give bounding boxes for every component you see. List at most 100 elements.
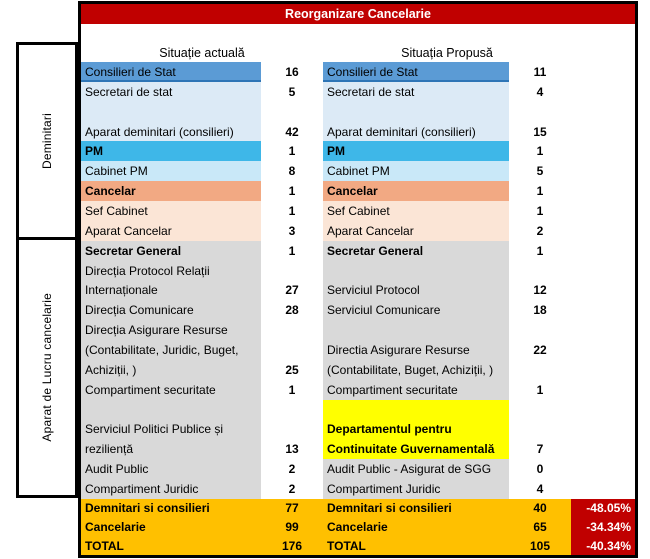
table-row: Cabinet PM 8 Cabinet PM 5 bbox=[81, 161, 635, 182]
cell-filler bbox=[571, 379, 635, 400]
cell-value-proposed: 15 bbox=[509, 121, 571, 142]
cell-value-current: 3 bbox=[261, 220, 323, 241]
summary-row: Cancelarie 99 Cancelarie 65 -34.34% bbox=[81, 517, 635, 537]
table-row: Cancelar 1 Cancelar 1 bbox=[81, 181, 635, 202]
cell-label-current: PM bbox=[81, 141, 261, 162]
cell-value-current: 1 bbox=[261, 141, 323, 162]
cell-filler bbox=[571, 280, 635, 301]
cell-value-current: 2 bbox=[261, 459, 323, 480]
cell-filler bbox=[571, 260, 635, 281]
cell-value-current: 1 bbox=[261, 181, 323, 202]
cell-label-current: Sef Cabinet bbox=[81, 201, 261, 221]
cell-filler bbox=[571, 161, 635, 182]
table-row: Direcția Protocol Relații bbox=[81, 260, 635, 281]
table-title-bar: Reorganizare Cancelarie bbox=[81, 4, 635, 24]
summary-row: TOTAL 176 TOTAL 105 -40.34% bbox=[81, 536, 635, 555]
cell-label-proposed bbox=[323, 399, 509, 420]
cell-filler bbox=[571, 419, 635, 440]
cell-value-current: 1 bbox=[261, 240, 323, 261]
table-row: Aparat deminitari (consilieri) 42 Aparat d… bbox=[81, 121, 635, 142]
cell-label-current: Cabinet PM bbox=[81, 161, 261, 182]
table-row: Aparat Cancelar 3 Aparat Cancelar 2 bbox=[81, 220, 635, 241]
cell-label-proposed: Directia Asigurare Resurse bbox=[323, 340, 509, 360]
cell-label-proposed: Continuitate Guvernamentală bbox=[323, 439, 509, 460]
sidebar-group-deminitari: Deminitari bbox=[16, 42, 78, 240]
cell-value-proposed: 4 bbox=[509, 81, 571, 102]
summary-label-current: Cancelarie bbox=[81, 517, 261, 537]
cell-label-current: Secretar General bbox=[81, 240, 261, 261]
cell-value-current bbox=[261, 101, 323, 122]
cell-label-proposed: Sef Cabinet bbox=[323, 201, 509, 221]
cell-value-proposed bbox=[509, 399, 571, 420]
reorganization-table: Reorganizare Cancelarie Situație actuală… bbox=[78, 1, 638, 558]
cell-label-current: Secretari de stat bbox=[81, 81, 261, 102]
cell-label-current: (Contabilitate, Juridic, Buget, bbox=[81, 340, 261, 360]
cell-label-proposed: Compartiment Juridic bbox=[323, 479, 509, 499]
cell-filler bbox=[571, 240, 635, 261]
cell-filler bbox=[571, 459, 635, 480]
summary-value-current: 176 bbox=[261, 536, 323, 555]
cell-value-current: 28 bbox=[261, 300, 323, 321]
cell-value-current: 8 bbox=[261, 161, 323, 182]
cell-value-proposed bbox=[509, 320, 571, 341]
cell-label-current: Internaționale bbox=[81, 280, 261, 301]
column-header-current: Situație actuală bbox=[159, 46, 245, 60]
cell-label-current bbox=[81, 399, 261, 420]
cell-value-proposed: 1 bbox=[509, 240, 571, 261]
table-row: Internaționale 27 Serviciul Protocol 12 bbox=[81, 280, 635, 301]
cell-label-current: Direcția Protocol Relații bbox=[81, 260, 261, 281]
cell-label-proposed: Aparat deminitari (consilieri) bbox=[323, 121, 509, 142]
cell-filler bbox=[571, 141, 635, 162]
cell-label-proposed: Departamentul pentru bbox=[323, 419, 509, 440]
cell-filler bbox=[571, 101, 635, 122]
cell-value-current: 1 bbox=[261, 379, 323, 400]
cell-label-proposed: Audit Public - Asigurat de SGG bbox=[323, 459, 509, 480]
cell-value-proposed: 5 bbox=[509, 161, 571, 182]
cell-value-current: 16 bbox=[261, 62, 323, 82]
cell-value-current: 13 bbox=[261, 439, 323, 460]
percent-change-cell: -34.34% bbox=[571, 517, 635, 537]
cell-filler bbox=[571, 181, 635, 202]
cell-value-current: 27 bbox=[261, 280, 323, 301]
cell-filler bbox=[571, 300, 635, 321]
cell-value-proposed: 1 bbox=[509, 181, 571, 202]
summary-label-current: Demnitari si consilieri bbox=[81, 499, 261, 518]
table-row: Direcția Comunicare 28 Serviciul Comunicar… bbox=[81, 300, 635, 321]
cell-label-proposed bbox=[323, 260, 509, 281]
table-row: Achiziții, ) 25 (Contabilitate, Buget, Ach… bbox=[81, 359, 635, 380]
sidebar-group-label: Aparat de Lucru cancelarie bbox=[40, 293, 54, 442]
column-header-row: Situație actuală Situația Propusă bbox=[81, 44, 635, 62]
cell-value-current: 2 bbox=[261, 479, 323, 499]
table-row bbox=[81, 101, 635, 122]
cell-value-proposed: 2 bbox=[509, 220, 571, 241]
cell-value-current: 42 bbox=[261, 121, 323, 142]
summary-label-current: TOTAL bbox=[81, 536, 261, 555]
summary-value-proposed: 105 bbox=[509, 536, 571, 555]
table-row: reziliență 13 Continuitate Guvernamentală 7 bbox=[81, 439, 635, 460]
cell-value-current bbox=[261, 340, 323, 360]
cell-value-current bbox=[261, 260, 323, 281]
cell-label-current: Aparat deminitari (consilieri) bbox=[81, 121, 261, 142]
cell-value-proposed: 12 bbox=[509, 280, 571, 301]
cell-label-current: Direcția Asigurare Resurse bbox=[81, 320, 261, 341]
cell-label-current: Compartiment securitate bbox=[81, 379, 261, 400]
percent-change-cell: -48.05% bbox=[571, 499, 635, 518]
summary-label-proposed: Demnitari si consilieri bbox=[323, 499, 509, 518]
cell-filler bbox=[571, 439, 635, 460]
table-row: Compartiment Juridic 2 Compartiment Juridi… bbox=[81, 479, 635, 499]
cell-label-proposed: Consilieri de Stat bbox=[323, 62, 509, 82]
table-row: Consilieri de Stat 16 Consilieri de Stat 11 bbox=[81, 62, 635, 82]
table-row: (Contabilitate, Juridic, Buget, Directia … bbox=[81, 340, 635, 360]
cell-filler bbox=[571, 359, 635, 380]
cell-filler bbox=[571, 220, 635, 241]
cell-value-proposed: 18 bbox=[509, 300, 571, 321]
cell-filler bbox=[571, 479, 635, 499]
cell-value-current bbox=[261, 320, 323, 341]
cell-filler bbox=[571, 81, 635, 102]
cell-label-current: Audit Public bbox=[81, 459, 261, 480]
cell-filler bbox=[571, 201, 635, 221]
cell-label-proposed bbox=[323, 320, 509, 341]
table-row: Secretar General 1 Secretar General 1 bbox=[81, 240, 635, 261]
cell-value-proposed bbox=[509, 419, 571, 440]
cell-label-current: Achiziții, ) bbox=[81, 359, 261, 380]
